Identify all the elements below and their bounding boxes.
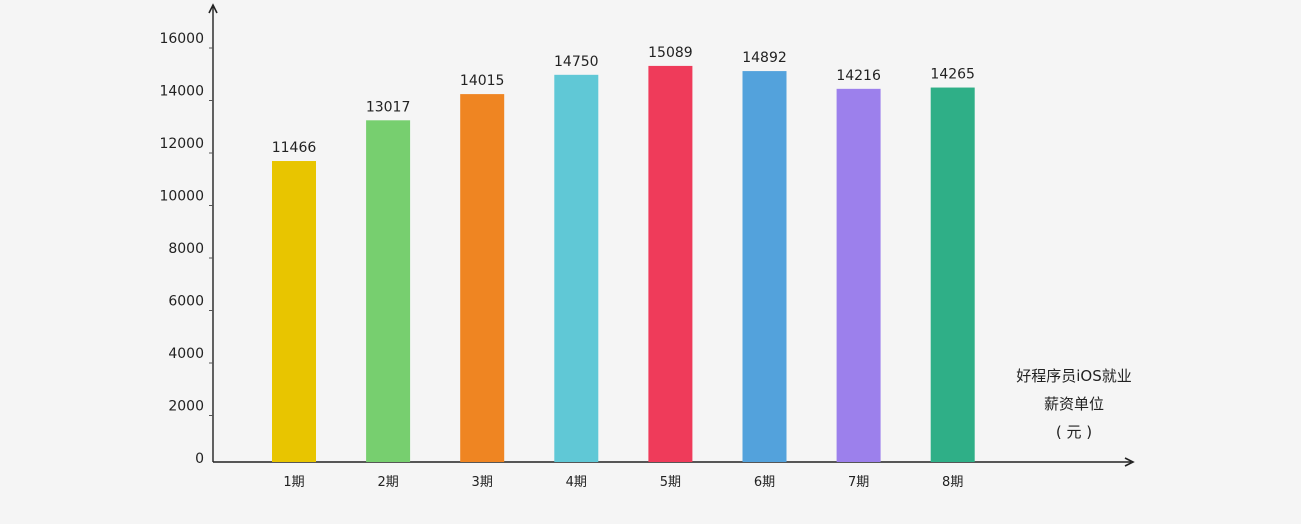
category-label-6: 6期 <box>754 475 775 490</box>
bar-3 <box>460 94 505 462</box>
category-label-4: 4期 <box>566 475 587 490</box>
category-label-5: 5期 <box>660 475 681 490</box>
bar-1 <box>272 161 316 462</box>
category-labels: 1期 2期 3期 4期 5期 6期 7期 8期 <box>283 475 963 490</box>
bar-6 <box>742 71 787 463</box>
y-axis: 0 2000 4000 6000 8000 10000 12000 14000 16000 <box>159 3 218 467</box>
category-label-2: 2期 <box>377 475 398 490</box>
y-axis-arrow-icon <box>208 3 218 14</box>
bar-8 <box>930 87 975 462</box>
value-label-4: 14750 <box>554 54 599 70</box>
category-label-8: 8期 <box>942 475 963 490</box>
category-label-3: 3期 <box>472 475 493 490</box>
bars <box>272 65 975 463</box>
category-label-1: 1期 <box>283 475 304 490</box>
value-label-3: 14015 <box>460 73 505 89</box>
y-tick-label: 8000 <box>168 241 204 257</box>
y-tick-label: 14000 <box>159 84 204 100</box>
unit-label-title: 好程序员iOS就业 <box>1016 367 1132 385</box>
bar-5 <box>648 65 693 462</box>
value-label-8: 14265 <box>930 67 975 83</box>
category-label-7: 7期 <box>848 475 869 490</box>
bar-2 <box>366 120 411 463</box>
unit-label-unit: ( 元 ) <box>1055 423 1093 441</box>
bar-7 <box>836 88 881 462</box>
value-labels: 11466 13017 14015 14750 15089 14892 14216 14265 <box>272 45 975 156</box>
x-axis-arrow-icon <box>1124 457 1135 467</box>
value-label-7: 14216 <box>836 68 881 84</box>
value-label-6: 14892 <box>742 50 787 66</box>
y-tick-label: 12000 <box>159 136 204 152</box>
bar-4 <box>554 74 599 462</box>
value-label-2: 13017 <box>366 99 411 115</box>
unit-label-subtitle: 薪资单位 <box>1043 395 1104 413</box>
value-label-1: 11466 <box>272 140 317 156</box>
y-tick-label: 4000 <box>168 346 204 362</box>
y-tick-label: 10000 <box>159 189 204 205</box>
value-label-5: 15089 <box>648 45 693 61</box>
y-tick-label: 16000 <box>159 31 204 47</box>
y-tick-label: 2000 <box>168 399 204 415</box>
y-tick-label: 0 <box>195 451 204 467</box>
y-tick-label: 6000 <box>168 294 204 310</box>
